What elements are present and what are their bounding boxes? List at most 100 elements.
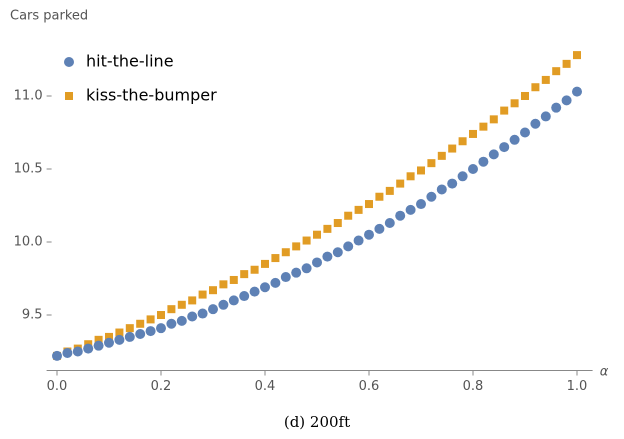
point <box>562 59 571 68</box>
point <box>540 111 551 122</box>
point <box>218 299 229 310</box>
point <box>396 179 405 188</box>
point <box>312 257 322 268</box>
point <box>520 127 530 138</box>
y-axis-label: Cars parked <box>10 9 88 24</box>
point <box>291 267 302 278</box>
point <box>385 186 394 195</box>
point <box>301 263 312 274</box>
legend-marker <box>64 57 74 67</box>
x-tick-label: 0.8 <box>463 379 484 394</box>
point <box>176 315 187 326</box>
y-tick-label: 10.0 <box>14 235 43 250</box>
point <box>208 304 218 315</box>
x-tick-label: 0.6 <box>359 379 380 394</box>
point <box>94 335 103 344</box>
point <box>292 242 301 251</box>
x-tick-label: 0.4 <box>255 379 276 394</box>
point <box>458 137 467 146</box>
point <box>156 323 166 334</box>
point <box>353 235 364 246</box>
point <box>249 286 260 297</box>
point <box>72 346 83 357</box>
point <box>157 311 165 320</box>
point <box>354 205 363 214</box>
point <box>146 315 155 324</box>
point <box>104 337 114 348</box>
point <box>468 163 478 174</box>
point <box>344 211 353 220</box>
point <box>416 199 426 210</box>
point <box>135 328 146 339</box>
point <box>229 275 238 284</box>
point <box>114 334 125 345</box>
point <box>447 178 458 189</box>
point <box>145 326 156 337</box>
point <box>457 171 468 182</box>
x-axis-label: α <box>600 365 609 380</box>
point <box>427 159 436 168</box>
point <box>417 166 425 175</box>
point <box>239 291 250 302</box>
point <box>406 172 415 181</box>
point <box>281 248 290 257</box>
point <box>250 265 259 274</box>
point <box>479 122 488 131</box>
point <box>93 340 104 351</box>
point <box>510 99 519 108</box>
point <box>561 95 572 106</box>
point <box>271 254 280 263</box>
point <box>541 75 550 84</box>
point <box>209 286 217 295</box>
point <box>280 272 291 283</box>
point <box>115 328 124 337</box>
point <box>188 296 197 305</box>
point <box>374 223 385 234</box>
point <box>177 300 186 309</box>
point <box>240 270 249 279</box>
point <box>124 331 135 342</box>
point <box>52 350 62 361</box>
point <box>83 343 94 354</box>
point <box>572 86 582 97</box>
point <box>375 192 384 201</box>
point <box>167 305 176 314</box>
legend-marker <box>65 92 73 100</box>
x-tick-label: 1.0 <box>567 379 588 394</box>
point <box>488 149 499 160</box>
point <box>530 118 541 129</box>
point <box>499 142 510 153</box>
point <box>313 230 321 239</box>
point <box>105 332 113 341</box>
point <box>260 282 270 293</box>
point <box>136 319 145 328</box>
y-tick-label: 11.0 <box>14 88 43 103</box>
point <box>365 200 373 209</box>
point <box>509 134 520 145</box>
point <box>384 218 395 229</box>
point <box>270 277 281 288</box>
point <box>436 184 447 195</box>
point <box>478 156 489 167</box>
legend-label: kiss-the-bumper <box>86 86 217 105</box>
point <box>469 129 477 138</box>
point <box>322 251 333 262</box>
point <box>552 67 561 76</box>
point <box>166 318 177 329</box>
point <box>521 91 529 100</box>
point <box>573 51 581 60</box>
point <box>302 236 311 245</box>
point <box>437 151 446 160</box>
point <box>261 259 269 268</box>
y-tick-label: 9.5 <box>22 308 43 323</box>
point <box>197 308 208 319</box>
y-tick-label: 10.5 <box>14 161 43 176</box>
point <box>343 241 354 252</box>
caption: (d) 200ft <box>284 413 350 431</box>
point <box>364 229 374 240</box>
point <box>489 115 498 124</box>
point <box>198 290 207 299</box>
point <box>187 311 198 322</box>
point <box>448 144 457 153</box>
point <box>405 204 416 215</box>
